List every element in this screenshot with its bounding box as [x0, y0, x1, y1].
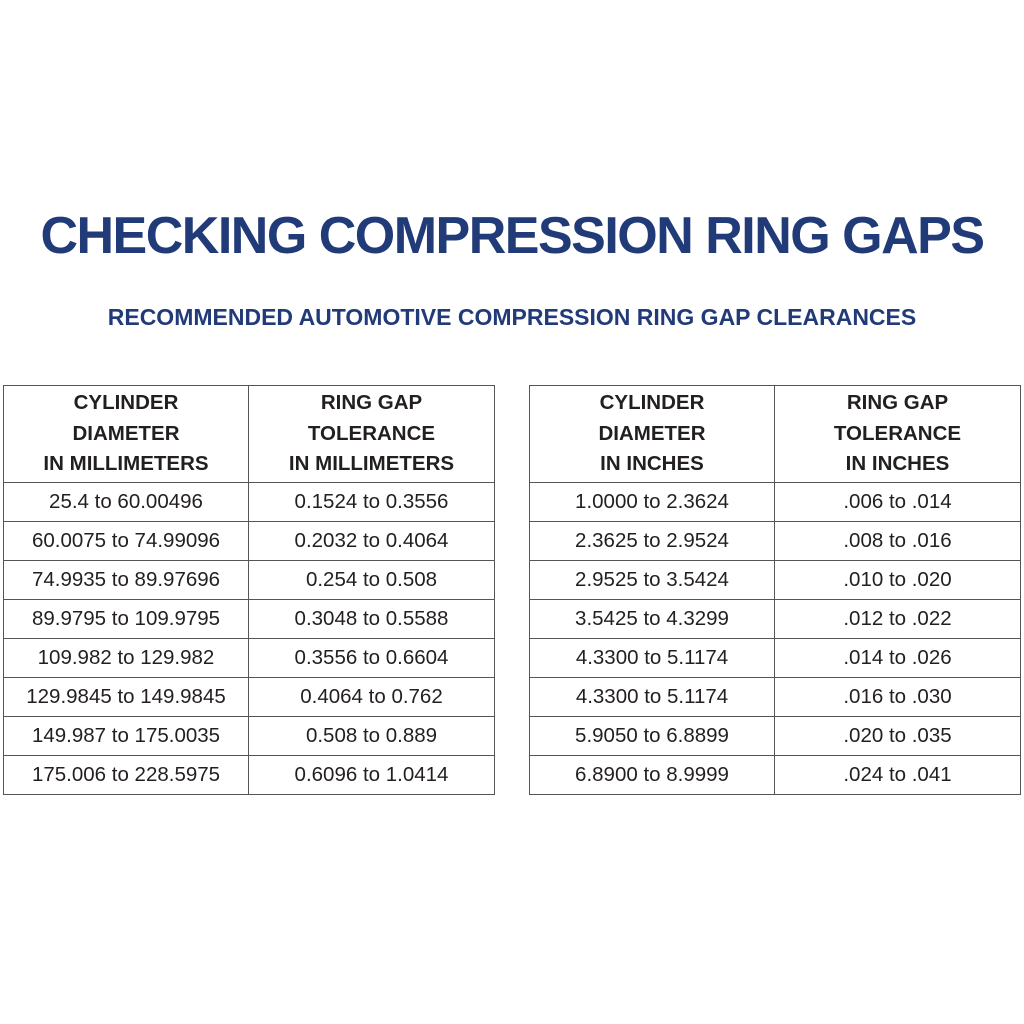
ring-gap-cell: 0.254 to 0.508: [248, 560, 495, 600]
column-header-line: DIAMETER: [72, 421, 180, 445]
ring-gap-cell: .012 to .022: [774, 599, 1021, 639]
table-row: 25.4 to 60.00496 0.1524 to 0.3556: [3, 482, 495, 522]
table-row: 129.9845 to 149.9845 0.4064 to 0.762: [3, 677, 495, 717]
cylinder-diameter-cell: 89.9795 to 109.9795: [3, 599, 249, 639]
table-row: 175.006 to 228.5975 0.6096 to 1.0414: [3, 755, 495, 795]
table-row: 60.0075 to 74.99096 0.2032 to 0.4064: [3, 521, 495, 561]
column-header-line: RING GAP: [846, 391, 949, 415]
ring-gap-cell: 0.1524 to 0.3556: [248, 482, 495, 522]
ring-gap-cell: .014 to .026: [774, 638, 1021, 678]
table-row: 109.982 to 129.982 0.3556 to 0.6604: [3, 638, 495, 678]
column-header: CYLINDER DIAMETER IN INCHES: [529, 385, 775, 483]
column-header-line: CYLINDER: [599, 391, 705, 415]
metric-table: CYLINDER DIAMETER IN MILLIMETERS RING GAP TO…: [3, 385, 495, 795]
page-subtitle: RECOMMENDED AUTOMOTIVE COMPRESSION RING …: [107, 304, 917, 330]
table-row: 89.9795 to 109.9795 0.3048 to 0.5588: [3, 599, 495, 639]
column-header-line: RING GAP: [320, 391, 423, 415]
column-header: RING GAP TOLERANCE IN MILLIMETERS: [248, 385, 495, 483]
ring-gap-cell: .006 to .014: [774, 482, 1021, 522]
cylinder-diameter-cell: 3.5425 to 4.3299: [529, 599, 775, 639]
cylinder-diameter-cell: 2.3625 to 2.9524: [529, 521, 775, 561]
cylinder-diameter-cell: 2.9525 to 3.5424: [529, 560, 775, 600]
page-title: CHECKING COMPRESSION RING GAPS: [40, 207, 985, 265]
ring-gap-cell: .008 to .016: [774, 521, 1021, 561]
cylinder-diameter-cell: 5.9050 to 6.8899: [529, 716, 775, 756]
column-header-line: IN MILLIMETERS: [288, 452, 455, 476]
column-header: CYLINDER DIAMETER IN MILLIMETERS: [3, 385, 249, 483]
ring-gap-cell: .010 to .020: [774, 560, 1021, 600]
column-header-line: DIAMETER: [598, 421, 706, 445]
ring-gap-cell: 0.3048 to 0.5588: [248, 599, 495, 639]
column-header: RING GAP TOLERANCE IN INCHES: [774, 385, 1021, 483]
ring-gap-cell: 0.3556 to 0.6604: [248, 638, 495, 678]
column-header-line: CYLINDER: [73, 391, 179, 415]
table-row: 4.3300 to 5.1174.016 to .030: [529, 677, 1021, 717]
table-row: 6.8900 to 8.9999.024 to .041: [529, 755, 1021, 795]
cylinder-diameter-cell: 6.8900 to 8.9999: [529, 755, 775, 795]
cylinder-diameter-cell: 60.0075 to 74.99096: [3, 521, 249, 561]
cylinder-diameter-cell: 1.0000 to 2.3624: [529, 482, 775, 522]
cylinder-diameter-cell: 4.3300 to 5.1174: [529, 677, 775, 717]
cylinder-diameter-cell: 129.9845 to 149.9845: [3, 677, 249, 717]
ring-gap-cell: 0.4064 to 0.762: [248, 677, 495, 717]
table-row: 4.3300 to 5.1174.014 to .026: [529, 638, 1021, 678]
table-row: 2.9525 to 3.5424.010 to .020: [529, 560, 1021, 600]
ring-gap-cell: 0.2032 to 0.4064: [248, 521, 495, 561]
column-header-line: IN MILLIMETERS: [43, 452, 209, 476]
ring-gap-cell: 0.6096 to 1.0414: [248, 755, 495, 795]
inch-table: CYLINDER DIAMETER IN INCHES RING GAP TOLERAN…: [529, 385, 1021, 795]
table-row: 149.987 to 175.0035 0.508 to 0.889: [3, 716, 495, 756]
header-row: CYLINDER DIAMETER IN INCHES RING GAP TOLERAN…: [529, 385, 1021, 483]
column-header-line: IN INCHES: [845, 452, 950, 476]
cylinder-diameter-cell: 25.4 to 60.00496: [3, 482, 249, 522]
table-row: 2.3625 to 2.9524.008 to .016: [529, 521, 1021, 561]
table-row: 5.9050 to 6.8899.020 to .035: [529, 716, 1021, 756]
ring-gap-cell: 0.508 to 0.889: [248, 716, 495, 756]
ring-gap-cell: .024 to .041: [774, 755, 1021, 795]
table-row: 3.5425 to 4.3299.012 to .022: [529, 599, 1021, 639]
column-header-line: TOLERANCE: [833, 421, 962, 445]
ring-gap-cell: .016 to .030: [774, 677, 1021, 717]
cylinder-diameter-cell: 74.9935 to 89.97696: [3, 560, 249, 600]
column-header-line: IN INCHES: [600, 452, 704, 476]
column-header-line: TOLERANCE: [307, 421, 436, 445]
header-row: CYLINDER DIAMETER IN MILLIMETERS RING GAP TO…: [3, 385, 495, 483]
cylinder-diameter-cell: 175.006 to 228.5975: [3, 755, 249, 795]
table-row: 1.0000 to 2.3624.006 to .014: [529, 482, 1021, 522]
table-row: 74.9935 to 89.97696 0.254 to 0.508: [3, 560, 495, 600]
cylinder-diameter-cell: 109.982 to 129.982: [3, 638, 249, 678]
ring-gap-cell: .020 to .035: [774, 716, 1021, 756]
cylinder-diameter-cell: 4.3300 to 5.1174: [529, 638, 775, 678]
cylinder-diameter-cell: 149.987 to 175.0035: [3, 716, 249, 756]
